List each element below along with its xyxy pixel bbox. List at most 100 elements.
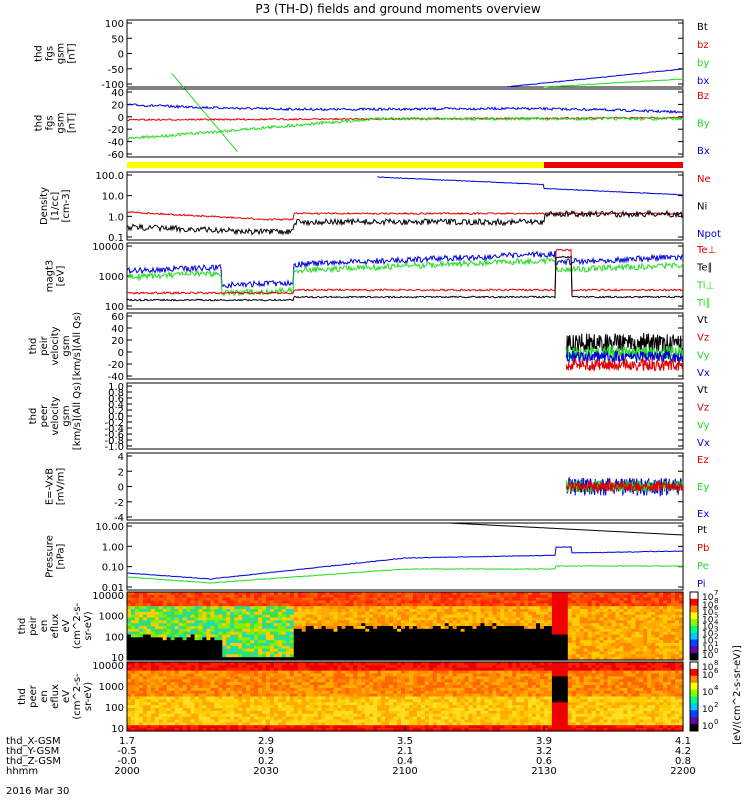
y-tick-label: 40 bbox=[111, 88, 124, 99]
y-tick-label: -60 bbox=[108, 150, 124, 161]
series-Vy bbox=[565, 345, 684, 362]
colorbar-tick-exp: 6 bbox=[714, 667, 719, 675]
y-axis-label: eV bbox=[61, 619, 72, 632]
y-axis-label: thd bbox=[34, 115, 45, 132]
series-Ti-par bbox=[126, 256, 684, 297]
y-tick-label: -0.4 bbox=[104, 424, 124, 435]
x-row-label: thd_Z-GSM bbox=[6, 756, 61, 767]
y-tick-label: 10 bbox=[111, 653, 124, 664]
x-tick-label: 0.4 bbox=[397, 756, 413, 767]
panel-peer_eflux: 10000 1000 100 10 thd peer en eflux eV (cm^2-s-sr… bbox=[17, 661, 684, 735]
y-tick-label: 60 bbox=[111, 312, 124, 323]
panel-peir_eflux: 10000 1000 100 10 thd peir en eflux eV (cm^2-s-sr… bbox=[17, 591, 684, 664]
y-axis-label: [km/s](All Qs) bbox=[72, 312, 83, 380]
y-tick-label: 0.2 bbox=[108, 406, 124, 417]
y-tick-label: 100 bbox=[105, 302, 124, 313]
colorbar-tick-label: 10 bbox=[702, 622, 714, 632]
y-tick-label: -0.6 bbox=[104, 430, 124, 441]
colorbar-tick-label: 10 bbox=[702, 722, 714, 732]
series-by bbox=[171, 72, 238, 153]
series-Ti-perp bbox=[126, 250, 684, 289]
y-axis-label: thd bbox=[34, 45, 45, 62]
y-axis-label: velocity bbox=[50, 326, 61, 365]
y-tick-label: 2 bbox=[118, 467, 124, 478]
legend-entry: Vx bbox=[697, 438, 710, 449]
y-tick-label: 10000 bbox=[92, 661, 124, 672]
legend-entry: Bz bbox=[697, 91, 709, 102]
series-Npot bbox=[377, 176, 683, 196]
series-Ez bbox=[565, 479, 684, 493]
colorbar-tick-exp: 3 bbox=[714, 626, 718, 634]
legend-entry: by bbox=[697, 58, 709, 69]
y-axis-label: peer bbox=[28, 684, 39, 708]
panel-density: 100.0 10.0 1.0 0.1 Density [1/cc] [cm-3] Ne Ni Np… bbox=[39, 171, 721, 244]
y-axis-label: [mV/m] bbox=[56, 468, 67, 506]
series-bx bbox=[505, 68, 683, 88]
y-tick-label: 10.0 bbox=[102, 192, 124, 203]
colorbar-tick-label: 10 bbox=[702, 637, 714, 647]
mode-bar-segment bbox=[127, 162, 544, 168]
panel-frame bbox=[126, 242, 684, 310]
legend-entry: Vy bbox=[697, 350, 710, 361]
legend-entry: Pb bbox=[697, 543, 709, 554]
colorbar-tick-label: 10 bbox=[702, 608, 714, 618]
y-tick-label: 1000 bbox=[99, 272, 124, 283]
y-tick-label: 0 bbox=[118, 348, 124, 359]
x-tick-label: 3.2 bbox=[536, 746, 552, 757]
colorbar-tick-exp: 0 bbox=[714, 718, 718, 726]
y-axis-label: peir bbox=[28, 615, 39, 635]
x-tick-label: 3.9 bbox=[536, 736, 552, 747]
y-tick-label: 0 bbox=[118, 50, 124, 61]
y-axis-label: (cm^2-s- bbox=[72, 673, 83, 720]
colorbar-tick-label: 10 bbox=[702, 601, 714, 611]
legend-entry: Vz bbox=[697, 403, 709, 414]
legend-entry: Vz bbox=[697, 333, 709, 344]
legend-entry: Ez bbox=[697, 455, 709, 466]
y-tick-label: 0 bbox=[118, 483, 124, 494]
y-axis-label: en bbox=[39, 690, 50, 703]
y-tick-label: -50 bbox=[108, 65, 124, 76]
x-row-label: thd_Y-GSM bbox=[6, 746, 59, 757]
y-axis-label: (cm^2-s- bbox=[72, 602, 83, 649]
series-Pi bbox=[126, 546, 684, 580]
legend-entry: Ex bbox=[697, 509, 709, 520]
x-tick-label: 4.2 bbox=[675, 746, 691, 757]
y-tick-label: -0.8 bbox=[104, 436, 124, 447]
y-axis-label: gsm bbox=[56, 43, 67, 64]
y-tick-label: 20 bbox=[111, 336, 124, 347]
legend-entry: Te⊥ bbox=[696, 245, 716, 256]
panel-frame bbox=[126, 312, 684, 380]
x-tick-label: -0.5 bbox=[117, 746, 137, 757]
y-axis-label: [km/s](All Qs) bbox=[72, 382, 83, 450]
y-tick-label: 40 bbox=[111, 324, 124, 335]
y-axis-label: gsm bbox=[56, 112, 67, 133]
panel-peer_velocity: 1.00.80.60.40.20.0-0.2-0.4-0.6-0.8-1.0 th… bbox=[28, 382, 710, 453]
series-Te-perp bbox=[126, 248, 684, 295]
y-tick-label: 1000 bbox=[99, 612, 124, 623]
y-axis-label: magt3 bbox=[45, 260, 56, 293]
y-tick-label: 100 bbox=[105, 19, 124, 30]
y-tick-label: 100.0 bbox=[95, 171, 124, 182]
y-tick-label: 100 bbox=[105, 632, 124, 643]
x-tick-label: 4.1 bbox=[675, 736, 691, 747]
y-tick-label: 0.01 bbox=[102, 583, 124, 594]
x-tick-label: 2.1 bbox=[397, 746, 413, 757]
x-row-label: hhmm bbox=[6, 766, 38, 777]
y-axis-label: Pressure bbox=[45, 535, 56, 578]
y-axis-label: [nT] bbox=[67, 113, 78, 133]
legend-entry: Pt bbox=[697, 525, 707, 536]
y-tick-label: 10 bbox=[111, 724, 124, 735]
y-axis-label: gsm bbox=[61, 335, 72, 356]
y-axis-label: peir bbox=[39, 335, 50, 355]
colorbar-tick-label: 10 bbox=[702, 630, 714, 640]
y-axis-label: fgs bbox=[45, 115, 56, 130]
colorbar-top-exp: 7 bbox=[714, 589, 718, 597]
legend-entry: Vx bbox=[697, 368, 710, 379]
series-Vz bbox=[565, 357, 684, 372]
y-axis-label: [cm-3] bbox=[61, 189, 72, 222]
panel-mode_bar bbox=[127, 162, 683, 168]
series-Pt bbox=[449, 522, 683, 536]
legend-entry: Npot bbox=[697, 229, 721, 240]
